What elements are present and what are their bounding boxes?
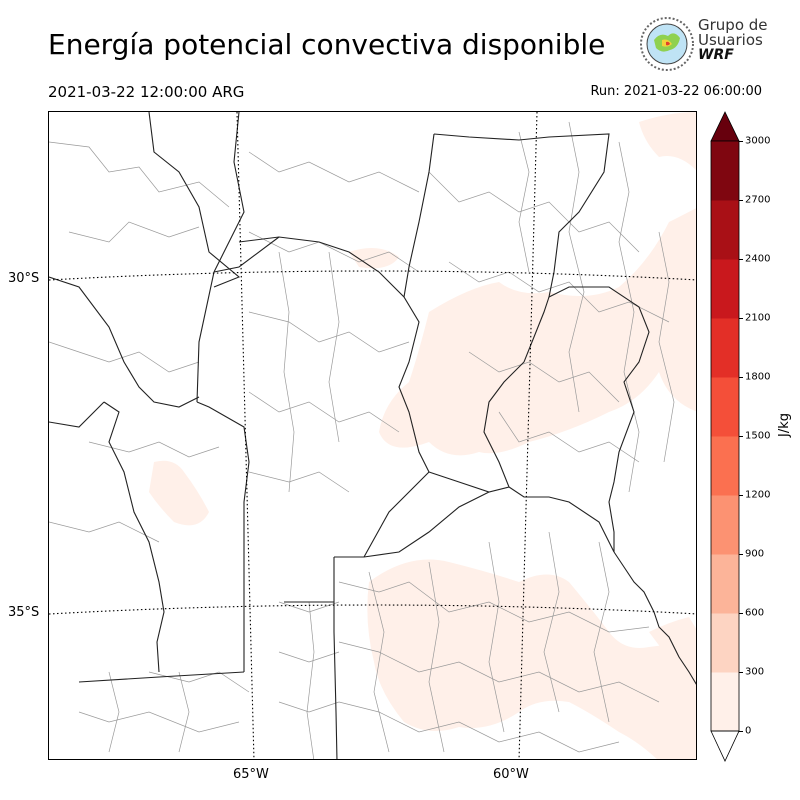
colorbar-scale (710, 111, 740, 762)
logo-text: Grupo de Usuarios WRF (698, 18, 768, 63)
coastline (613, 551, 696, 685)
logo-line-3: WRF (698, 47, 734, 63)
colorbar-label: J/kg (777, 413, 792, 437)
colorbar-bin (711, 200, 739, 260)
colorbar-bin (711, 141, 739, 201)
meridian-60w (518, 112, 538, 759)
colorbar-tick-mark (739, 259, 743, 260)
cape-area-north-small (349, 248, 399, 269)
colorbar-over-extension (710, 111, 740, 142)
colorbar-tick-mark (739, 200, 743, 201)
colorbar (710, 111, 740, 767)
lat-label-30s: 30°S (8, 271, 40, 286)
colorbar-tick-label: 1800 (745, 371, 771, 383)
globe-emblem-icon (640, 17, 694, 71)
department-boundaries (49, 121, 675, 759)
graticule (49, 112, 696, 759)
colorbar-tick-label: 2100 (745, 312, 771, 324)
run-time: Run: 2021-03-22 06:00:00 (590, 84, 762, 99)
colorbar-tick-mark (739, 377, 743, 378)
colorbar-tick-label: 0 (745, 725, 752, 737)
colorbar-tick-label: 900 (745, 548, 765, 560)
colorbar-bin (711, 259, 739, 319)
colorbar-tick-label: 300 (745, 666, 765, 678)
logo-line-1: Grupo de (698, 16, 768, 34)
colorbar-tick-mark (739, 554, 743, 555)
colorbar-tick-mark (739, 495, 743, 496)
map-title: Energía potencial convectiva disponible (48, 28, 606, 61)
colorbar-bin (711, 554, 739, 614)
logo-line-2: Usuarios (698, 31, 763, 49)
colorbar-bin (711, 613, 739, 673)
cape-area-east (379, 208, 696, 456)
colorbar-tick-mark (739, 672, 743, 673)
lat-label-35s: 35°S (8, 605, 40, 620)
colorbar-tick-label: 600 (745, 607, 765, 619)
colorbar-bin (711, 318, 739, 378)
colorbar-tick-mark (739, 318, 743, 319)
colorbar-tick-mark (739, 613, 743, 614)
colorbar-bin (711, 672, 739, 732)
colorbar-bin (711, 436, 739, 496)
cape-shading (149, 112, 696, 759)
lon-label-60w: 60°W (493, 767, 529, 782)
parallel-35s (49, 604, 696, 615)
cape-area-north (639, 112, 696, 171)
colorbar-tick-label: 1500 (745, 430, 771, 442)
colorbar-under-extension (710, 730, 740, 762)
colorbar-tick-label: 1200 (745, 489, 771, 501)
colorbar-tick-mark (739, 141, 743, 142)
colorbar-tick-label: 2700 (745, 194, 771, 206)
colorbar-tick-label: 3000 (745, 135, 771, 147)
colorbar-bin (711, 495, 739, 555)
colorbar-tick-mark (739, 731, 743, 732)
province-boundaries (49, 112, 650, 759)
valid-time: 2021-03-22 12:00:00 ARG (48, 83, 245, 101)
colorbar-bin (711, 377, 739, 437)
cape-area-south (367, 559, 696, 759)
wrf-users-logo: Grupo de Usuarios WRF (638, 14, 768, 74)
colorbar-tick-label: 2400 (745, 253, 771, 265)
meridian-65w (236, 112, 255, 759)
parallel-30s (49, 270, 696, 281)
cape-area-west (149, 460, 209, 526)
lon-label-65w: 65°W (233, 767, 269, 782)
map-panel (48, 111, 697, 760)
map-canvas (49, 112, 696, 759)
colorbar-tick-mark (739, 436, 743, 437)
